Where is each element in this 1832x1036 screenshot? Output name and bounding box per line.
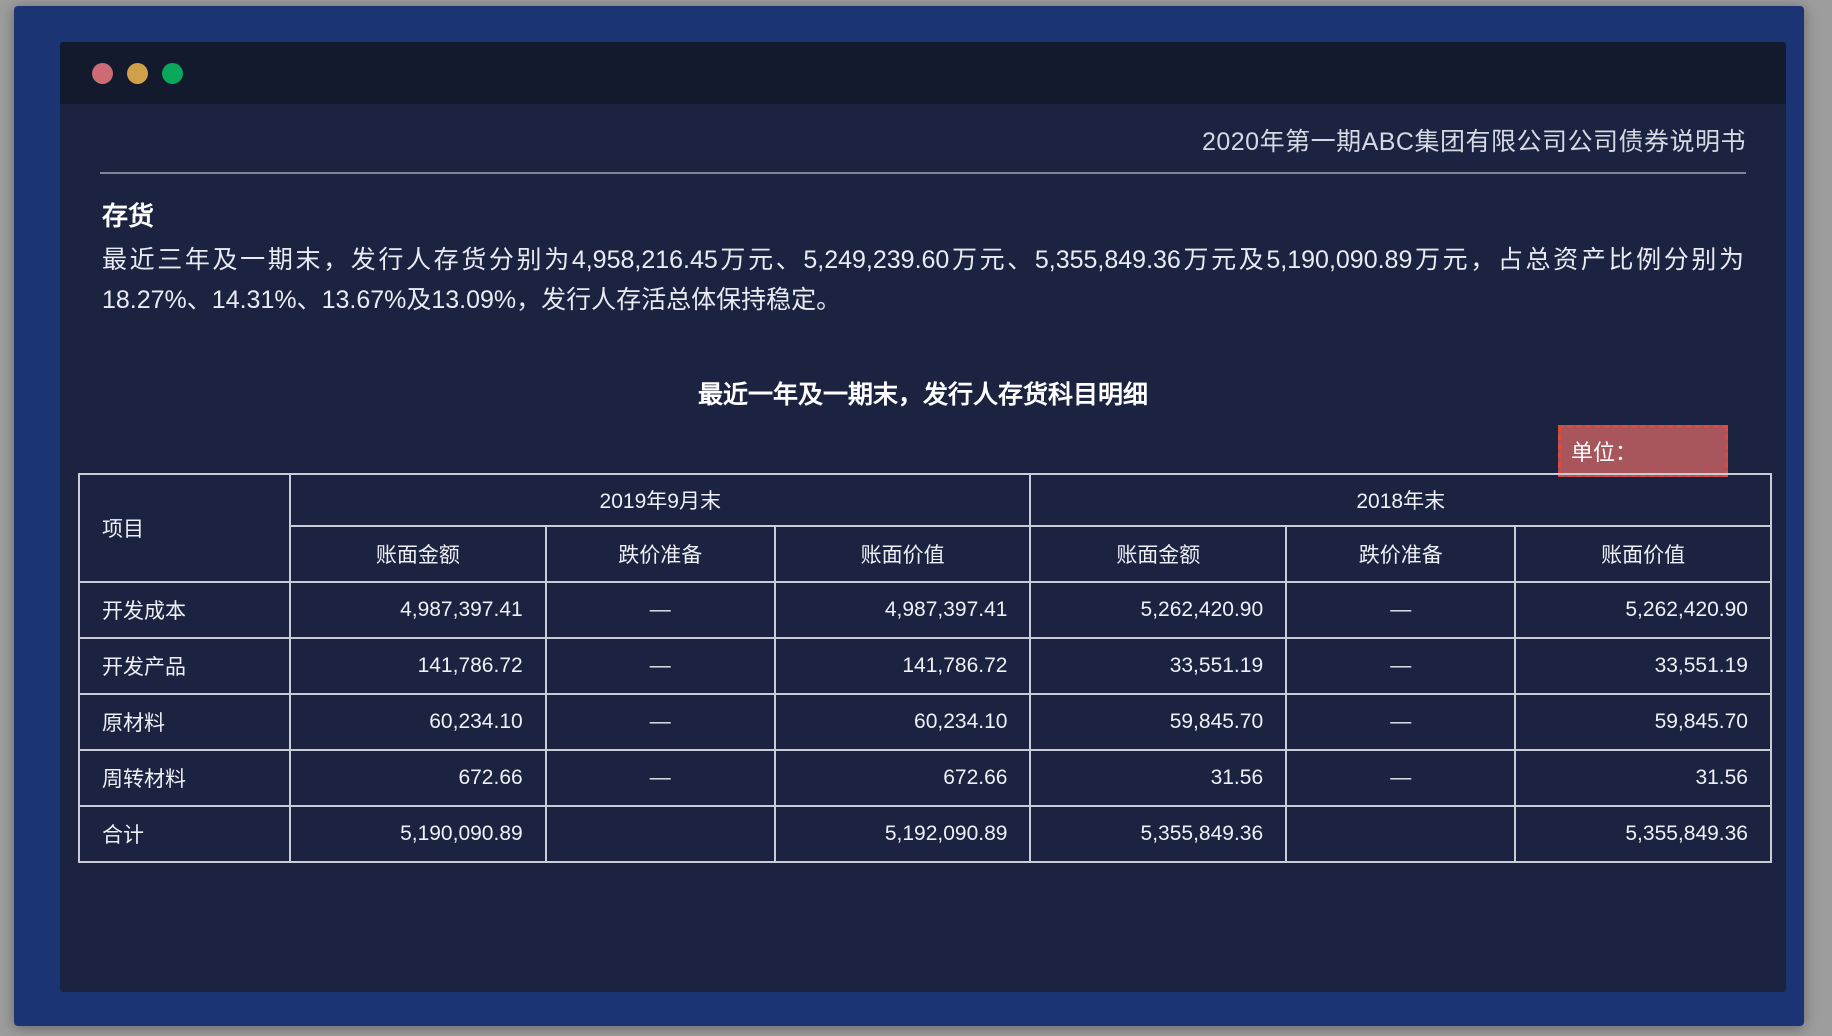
- cell-value: —: [544, 636, 776, 695]
- cell-value: 31.56: [1514, 748, 1772, 807]
- cell-value: —: [1285, 692, 1517, 751]
- table-head: 项目 2019年9月末 2018年末 账面金额 跌价准备 账面价值 账面金额 跌…: [77, 472, 1772, 583]
- running-header-title: 2020年第一期ABC集团有限公司公司债券说明书: [1201, 128, 1746, 156]
- unit-badge-row: 单位：: [102, 419, 1744, 477]
- table-row-total: 合计 5,190,090.89 5,192,090.89 5,355,849.3…: [77, 804, 1772, 863]
- cell-value: 141,786.72: [773, 636, 1032, 695]
- document-canvas: 2020年第一期ABC集团有限公司公司债券说明书 存货 最近三年及一期末，发行人…: [60, 104, 1786, 992]
- cell-value: 672.66: [289, 748, 547, 807]
- row-label: 原材料: [77, 692, 292, 751]
- table-row: 开发产品 141,786.72 — 141,786.72 33,551.19 —…: [77, 636, 1772, 695]
- cell-value: 5,190,090.89: [289, 804, 547, 863]
- section-heading: 存货: [102, 201, 155, 231]
- column-group-2018: 2018年末: [1029, 472, 1772, 527]
- subheader-2018-book-amount: 账面金额: [1029, 524, 1288, 583]
- table-caption: 最近一年及一期末，发行人存货科目明细: [697, 380, 1148, 409]
- table-head-row-subheaders: 账面金额 跌价准备 账面价值 账面金额 跌价准备 账面价值: [79, 524, 1772, 583]
- table-row: 周转材料 672.66 — 672.66 31.56 — 31.56: [77, 748, 1772, 807]
- cell-value: 4,987,397.41: [773, 580, 1032, 639]
- row-label: 合计: [77, 804, 292, 863]
- document-running-header: 2020年第一期ABC集团有限公司公司债券说明书: [60, 104, 1786, 158]
- cell-value: 4,987,397.41: [289, 580, 547, 639]
- cell-value: —: [544, 748, 776, 807]
- column-group-2019: 2019年9月末: [289, 472, 1032, 527]
- cell-value: 33,551.19: [1029, 636, 1288, 695]
- inventory-detail-table: 项目 2019年9月末 2018年末 账面金额 跌价准备 账面价值 账面金额 跌…: [77, 472, 1772, 863]
- cell-value: [544, 804, 776, 863]
- cell-value: —: [1285, 748, 1517, 807]
- cell-value: 59,845.70: [1514, 692, 1772, 751]
- cell-value: [1285, 804, 1517, 863]
- table-row: 开发成本 4,987,397.41 — 4,987,397.41 5,262,4…: [77, 580, 1772, 639]
- close-window-icon[interactable]: [92, 62, 113, 84]
- cell-value: 5,262,420.90: [1514, 580, 1772, 639]
- row-label: 周转材料: [77, 748, 292, 807]
- cell-value: 60,234.10: [289, 692, 547, 751]
- section-paragraph: 最近三年及一期末，发行人存货分别为4,958,216.45万元、5,249,23…: [102, 245, 1744, 315]
- table-body: 开发成本 4,987,397.41 — 4,987,397.41 5,262,4…: [77, 580, 1772, 863]
- row-label: 开发成本: [77, 580, 292, 639]
- document-body: 存货 最近三年及一期末，发行人存货分别为4,958,216.45万元、5,249…: [60, 174, 1786, 477]
- cell-value: —: [1285, 636, 1517, 695]
- cell-value: —: [1285, 580, 1517, 639]
- cell-value: 5,355,849.36: [1514, 804, 1772, 863]
- application-window: 2020年第一期ABC集团有限公司公司债券说明书 存货 最近三年及一期末，发行人…: [14, 6, 1804, 1026]
- column-header-item: 项目: [77, 472, 292, 583]
- subheader-2019-book-amount: 账面金额: [289, 524, 547, 583]
- table-row: 原材料 60,234.10 — 60,234.10 59,845.70 — 59…: [77, 692, 1772, 751]
- cell-value: 5,192,090.89: [773, 804, 1032, 863]
- cell-value: —: [544, 692, 776, 751]
- cell-value: 60,234.10: [773, 692, 1032, 751]
- unit-badge[interactable]: 单位：: [1558, 424, 1728, 477]
- minimize-window-icon[interactable]: [127, 62, 148, 84]
- cell-value: 672.66: [773, 748, 1032, 807]
- cell-value: 141,786.72: [289, 636, 547, 695]
- cell-value: 59,845.70: [1029, 692, 1288, 751]
- cell-value: —: [544, 580, 776, 639]
- header-divider: [100, 172, 1746, 174]
- table-head-row-groups: 项目 2019年9月末 2018年末: [77, 472, 1772, 583]
- cell-value: 33,551.19: [1514, 636, 1772, 695]
- subheader-2019-impairment: 跌价准备: [544, 524, 776, 583]
- subheader-2019-book-value: 账面价值: [773, 524, 1032, 583]
- row-label: 开发产品: [77, 636, 292, 695]
- window-title-bar[interactable]: [60, 42, 1786, 104]
- maximize-window-icon[interactable]: [162, 62, 183, 84]
- subheader-2018-impairment: 跌价准备: [1285, 524, 1517, 583]
- cell-value: 5,355,849.36: [1029, 804, 1288, 863]
- cell-value: 31.56: [1029, 748, 1288, 807]
- subheader-2018-book-value: 账面价值: [1514, 524, 1772, 583]
- cell-value: 5,262,420.90: [1029, 580, 1288, 639]
